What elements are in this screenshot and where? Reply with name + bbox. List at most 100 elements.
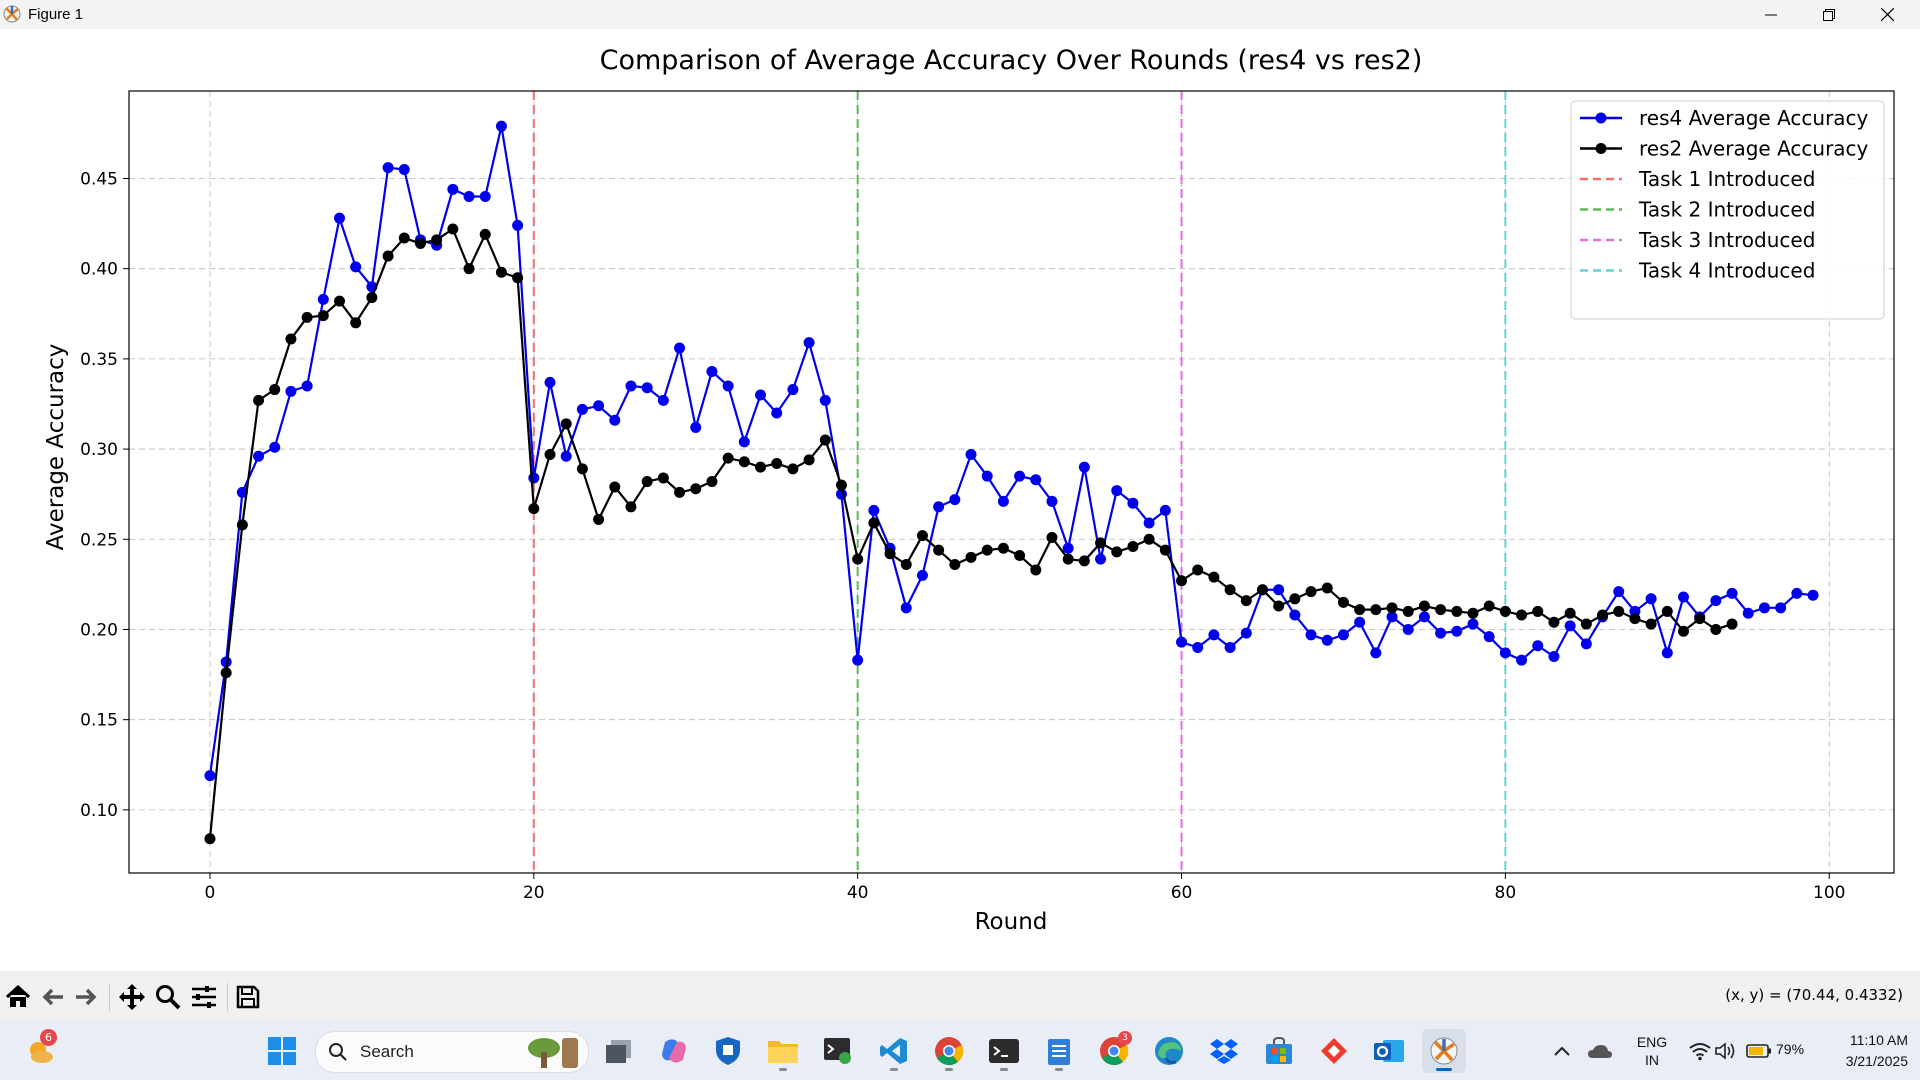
- notepad-button[interactable]: [1037, 1029, 1081, 1073]
- terminal-admin-button[interactable]: [816, 1029, 860, 1073]
- restore-button[interactable]: [1800, 0, 1858, 29]
- matplotlib-icon: [3, 5, 21, 23]
- store-button[interactable]: [1257, 1029, 1301, 1073]
- data-point: [690, 421, 702, 433]
- data-point: [916, 530, 928, 542]
- data-point: [755, 389, 767, 401]
- close-button[interactable]: [1858, 0, 1916, 29]
- search-icon: [329, 1043, 347, 1061]
- task-view-button[interactable]: [597, 1029, 641, 1073]
- chrome-profile-button[interactable]: 3: [1092, 1029, 1136, 1073]
- data-point: [1467, 618, 1479, 630]
- onedrive-button[interactable]: [1578, 1029, 1622, 1073]
- taskbar: 6 Search 3: [0, 1021, 1920, 1080]
- outlook-icon: [1374, 1040, 1404, 1062]
- configure-icon: [192, 986, 216, 1008]
- data-point: [1791, 587, 1803, 599]
- data-point: [1354, 604, 1366, 616]
- weather-widget[interactable]: 6: [18, 1029, 62, 1073]
- back-button[interactable]: [36, 980, 70, 1014]
- pan-button[interactable]: [115, 980, 149, 1014]
- y-tick-label: 0.20: [80, 620, 118, 640]
- data-point: [900, 602, 912, 614]
- data-point: [463, 191, 475, 203]
- save-button[interactable]: [231, 980, 265, 1014]
- data-point: [593, 513, 605, 525]
- dropbox-button[interactable]: [1202, 1029, 1246, 1073]
- data-point: [1742, 607, 1754, 619]
- start-button[interactable]: [260, 1029, 304, 1073]
- data-point: [1305, 629, 1317, 641]
- data-point: [1014, 470, 1026, 482]
- data-point: [1418, 600, 1430, 612]
- data-point: [512, 272, 524, 284]
- show-hidden-icons-button[interactable]: [1540, 1029, 1584, 1073]
- clock[interactable]: 11:10 AM 3/21/2025: [1822, 1030, 1908, 1072]
- taskbar-search-box[interactable]: Search: [315, 1031, 589, 1073]
- anydesk-button[interactable]: [1312, 1029, 1356, 1073]
- matplotlib-taskbar-button[interactable]: [1422, 1029, 1466, 1073]
- data-point: [560, 418, 572, 430]
- file-explorer-button[interactable]: [761, 1029, 805, 1073]
- navigation-toolbar: (x, y) = (70.44, 0.4332): [0, 971, 1920, 1021]
- data-point: [1354, 616, 1366, 628]
- copilot-button[interactable]: [652, 1029, 696, 1073]
- data-point: [544, 448, 556, 460]
- data-point: [657, 472, 669, 484]
- anydesk-icon: [1321, 1038, 1347, 1064]
- weather-icon: [30, 1042, 53, 1063]
- home-button[interactable]: [1, 980, 35, 1014]
- chevron-up-icon: [1554, 1046, 1570, 1056]
- data-point: [431, 234, 443, 246]
- data-point: [1305, 586, 1317, 598]
- legend-entry: Task 1 Introduced: [1580, 167, 1815, 191]
- data-point: [981, 544, 993, 556]
- data-point: [463, 263, 475, 275]
- defender-button[interactable]: [706, 1029, 750, 1073]
- data-point: [204, 770, 216, 782]
- data-point: [1256, 584, 1268, 596]
- data-point: [1661, 605, 1673, 617]
- windows-start-icon: [268, 1037, 296, 1065]
- data-point: [1613, 586, 1625, 598]
- quick-settings-button[interactable]: [1680, 1029, 1771, 1073]
- legend-label: res2 Average Accuracy: [1639, 137, 1869, 161]
- data-point: [544, 376, 556, 388]
- y-tick-label: 0.25: [80, 530, 118, 550]
- zoom-button[interactable]: [151, 980, 185, 1014]
- chrome-icon: [935, 1037, 964, 1066]
- data-point: [933, 544, 945, 556]
- data-point: [1321, 634, 1333, 646]
- data-point: [657, 394, 669, 406]
- data-point: [1564, 607, 1576, 619]
- data-point: [1483, 600, 1495, 612]
- legend-label: res4 Average Accuracy: [1639, 106, 1869, 130]
- edge-button[interactable]: [1147, 1029, 1191, 1073]
- chrome-badge: 3: [1118, 1031, 1132, 1045]
- terminal-button[interactable]: [982, 1029, 1026, 1073]
- forward-button[interactable]: [69, 980, 103, 1014]
- data-point: [1418, 611, 1430, 623]
- vscode-button[interactable]: [872, 1029, 916, 1073]
- region-code: IN: [1645, 1052, 1659, 1068]
- x-tick-label: 0: [205, 883, 216, 903]
- window-title: Figure 1: [28, 6, 84, 23]
- data-point: [1516, 609, 1528, 621]
- data-point: [1613, 605, 1625, 617]
- data-point: [269, 384, 281, 396]
- configure-button[interactable]: [187, 980, 221, 1014]
- data-point: [997, 495, 1009, 507]
- x-tick-label: 20: [523, 883, 545, 903]
- language-indicator[interactable]: ENG IN: [1632, 1033, 1672, 1069]
- data-point: [738, 436, 750, 448]
- minimize-button[interactable]: [1742, 0, 1800, 29]
- chrome-button[interactable]: [927, 1029, 971, 1073]
- legend-entry: Task 4 Introduced: [1580, 259, 1815, 283]
- data-point: [1159, 544, 1171, 556]
- data-point: [641, 476, 653, 488]
- data-point: [447, 183, 459, 195]
- outlook-button[interactable]: [1367, 1029, 1411, 1073]
- clock-time: 11:10 AM: [1849, 1032, 1908, 1048]
- data-point: [479, 228, 491, 240]
- data-point: [835, 479, 847, 491]
